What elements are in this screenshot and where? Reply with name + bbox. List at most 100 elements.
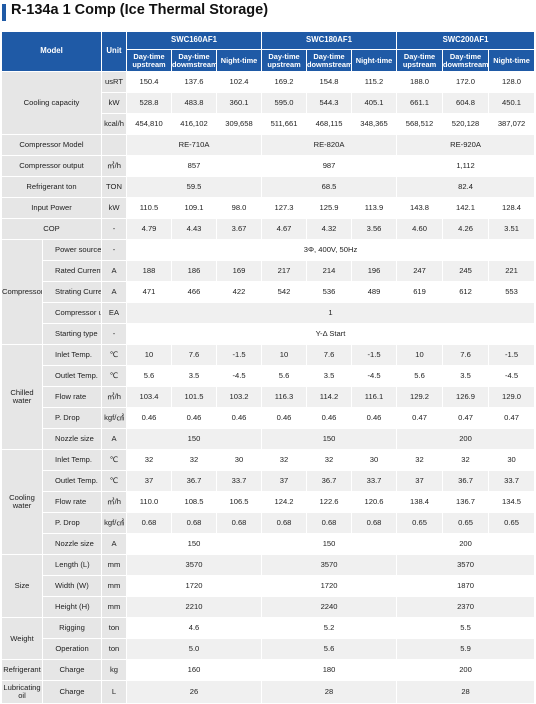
value-cell: 36.7 xyxy=(442,470,490,492)
row-label: Compressor unit xyxy=(42,302,102,324)
row-label: Rated Current xyxy=(42,260,102,282)
value-cell: 528.8 xyxy=(126,92,172,114)
table-row: Refrigerant Charge kg 160 180 200 xyxy=(1,659,536,681)
title-accent-bar xyxy=(2,4,6,21)
table-row: Outlet Temp. ℃ 37 36.7 33.7 37 36.7 33.7… xyxy=(2,470,536,492)
value-cell: 196 xyxy=(351,260,398,282)
header-row-modes: Day-time upstream Day-time dowmstream Nigh… xyxy=(2,49,536,72)
value-cell: 489 xyxy=(351,281,398,303)
value-cell: 7.6 xyxy=(306,344,353,366)
value-cell: 33.7 xyxy=(488,470,536,492)
value-cell: 33.7 xyxy=(215,470,263,492)
value-cell: 221 xyxy=(488,260,536,282)
value-cell: 454,810 xyxy=(126,113,172,135)
value-cell: 5.5 xyxy=(396,617,536,639)
unit-cell: kgf/㎠ xyxy=(101,512,127,534)
value-cell: 247 xyxy=(396,260,444,282)
value-cell: 217 xyxy=(261,260,308,282)
row-label: Flow rate xyxy=(42,386,102,408)
value-cell: 0.68 xyxy=(306,512,353,534)
value-cell: 5.6 xyxy=(396,365,444,387)
value-cell: 0.47 xyxy=(488,407,536,429)
value-cell: 595.0 xyxy=(261,92,308,114)
value-cell: 3.56 xyxy=(351,218,398,240)
mode-header: Day-time upstream xyxy=(261,49,308,72)
value-cell: 5.9 xyxy=(396,638,536,660)
value-cell: 32 xyxy=(261,449,308,471)
value-cell: 169.2 xyxy=(261,71,308,93)
value-cell: 7.6 xyxy=(442,344,490,366)
value-cell: 37 xyxy=(261,470,308,492)
unit-cell: ton xyxy=(101,617,127,639)
row-label: Length (L) xyxy=(42,554,102,576)
value-cell: 4.32 xyxy=(306,218,353,240)
row-label: Rigging xyxy=(42,617,102,639)
unit-cell: ℃ xyxy=(101,470,127,492)
value-cell: 0.68 xyxy=(171,512,217,534)
value-cell: 169 xyxy=(215,260,263,282)
table-row: Nozzle size A 150 150 200 xyxy=(2,533,536,555)
page-title: R-134a 1 Comp (Ice Thermal Storage) xyxy=(11,2,269,18)
row-label: P. Drop xyxy=(42,512,102,534)
value-cell: 150 xyxy=(125,533,263,555)
unit-cell: ℃ xyxy=(101,449,127,471)
value-cell: 102.4 xyxy=(215,71,263,93)
value-cell: 32 xyxy=(396,449,444,471)
table-row: Strating Current A 471 466 422 542 536 4… xyxy=(2,281,536,303)
value-cell: 0.46 xyxy=(215,407,263,429)
value-cell: 309,658 xyxy=(215,113,263,135)
unit-cell: A xyxy=(101,260,127,282)
value-cell: 10 xyxy=(396,344,444,366)
value-cell: 542 xyxy=(261,281,308,303)
unit-cell: - xyxy=(101,239,127,261)
row-label: Outlet Temp. xyxy=(42,470,102,492)
value-cell: 0.68 xyxy=(351,512,398,534)
value-cell: 32 xyxy=(306,449,353,471)
table-row: COP - 4.79 4.43 3.67 4.67 4.32 3.56 4.60… xyxy=(1,218,536,240)
value-cell: 0.46 xyxy=(351,407,398,429)
group-label: Weight xyxy=(1,617,43,660)
group-label: Lubricating oil xyxy=(1,680,43,704)
mode-header: Night-time xyxy=(215,49,263,72)
value-cell: 143.8 xyxy=(396,197,444,219)
value-cell: 37 xyxy=(396,470,444,492)
value-cell: -4.5 xyxy=(351,365,398,387)
unit-header: Unit xyxy=(101,31,127,72)
row-label: Inlet Temp. xyxy=(42,344,102,366)
value-cell: 30 xyxy=(351,449,398,471)
value-cell: 110.0 xyxy=(126,491,172,513)
table-row: Compressor unit EA 1 xyxy=(2,302,536,324)
table-row: Input Power kW 110.5 109.1 98.0 127.3 12… xyxy=(1,197,536,219)
unit-cell: A xyxy=(101,533,127,555)
spec-table: Model Unit SWC160AF1 SWC180AF1 SWC200AF1… xyxy=(1,31,536,704)
value-cell: 612 xyxy=(442,281,490,303)
value-cell: 1720 xyxy=(125,575,263,597)
value-cell: 0.46 xyxy=(306,407,353,429)
value-cell: 450.1 xyxy=(488,92,536,114)
value-cell: 200 xyxy=(396,428,536,450)
value-cell: -1.5 xyxy=(215,344,263,366)
row-label: COP xyxy=(1,218,102,240)
unit-cell xyxy=(101,134,127,156)
value-cell: 0.68 xyxy=(215,512,263,534)
mode-header: Day-time upstream xyxy=(396,49,444,72)
value-cell: RE-920A xyxy=(396,134,536,156)
value-cell: 129.0 xyxy=(488,386,536,408)
unit-cell: EA xyxy=(101,302,127,324)
unit-cell: A xyxy=(101,281,127,303)
value-cell: 142.1 xyxy=(442,197,490,219)
table-row: Starting type - Y-Δ Start xyxy=(2,323,536,345)
page-header: R-134a 1 Comp (Ice Thermal Storage) xyxy=(0,0,536,26)
mode-header: Day-time dowmstream xyxy=(306,49,353,72)
value-cell: RE-820A xyxy=(261,134,398,156)
table-row: Weight Rigging ton 4.6 5.2 5.5 xyxy=(1,617,536,660)
value-cell: 120.6 xyxy=(351,491,398,513)
value-cell: 188 xyxy=(126,260,172,282)
value-cell: 987 xyxy=(261,155,398,177)
value-cell: 30 xyxy=(215,449,263,471)
header-row-models: Model Unit SWC160AF1 SWC180AF1 SWC200AF1 xyxy=(1,31,536,72)
value-cell: 214 xyxy=(306,260,353,282)
value-cell: 32 xyxy=(442,449,490,471)
group-label: Compressor xyxy=(1,239,43,345)
value-cell: 5.6 xyxy=(261,638,398,660)
